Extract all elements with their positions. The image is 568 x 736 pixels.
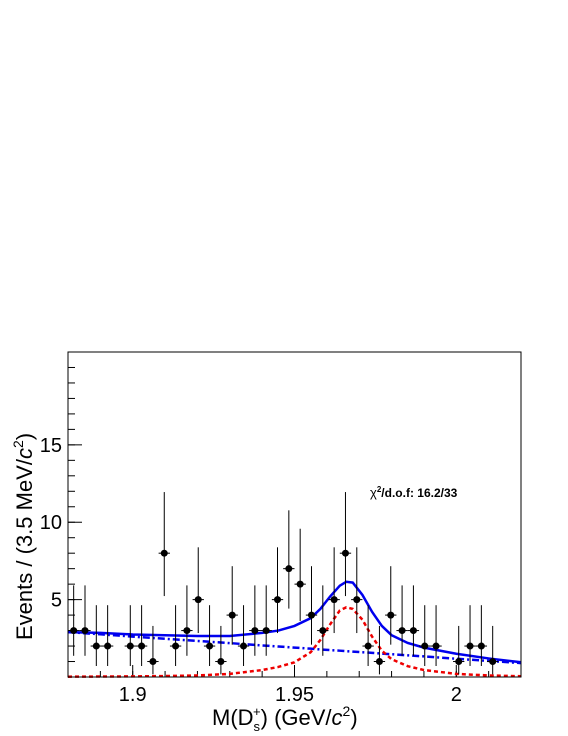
data-point [455,658,463,666]
data-point [138,642,146,650]
data-point [409,627,417,635]
fit-quality-part: χ [370,485,377,500]
data-point [477,642,485,650]
data-point [160,549,168,557]
data-point [126,642,134,650]
data-point [172,642,180,650]
data-point [81,627,89,635]
y-axis-label-part: 2 [10,440,26,448]
y-tick-label: 15 [40,435,62,457]
fit-curve [67,580,522,664]
data-point [319,627,327,635]
data-point [489,658,497,666]
data-point [274,596,282,604]
data-point [251,627,259,635]
x-axis-label-part: + [253,704,261,719]
fit-quality-part: 2 [377,485,382,494]
data-point [70,627,78,635]
fit-quality: χ2/d.o.f: 16.2/33 [370,485,458,500]
data-point [104,642,112,650]
data-point [217,658,225,666]
data-point [92,642,100,650]
x-axis-label-part: 2 [343,703,351,719]
fit-quality-part: /d.o.f: 16.2/33 [381,486,457,500]
data-point [240,642,248,650]
x-tick-label: 2 [451,684,462,706]
data-point [149,658,157,666]
data-point [296,580,304,588]
x-axis-label-part: M(D [212,705,254,730]
data-point [421,642,429,650]
data-point [285,565,293,573]
data-point [307,611,315,619]
data-point [262,627,270,635]
x-axis-label-part: ) (GeV/ [261,705,333,730]
fit-curve [67,606,522,678]
y-axis-label: Events / (3.5 MeV/c2) [10,433,37,640]
x-tick-label: 1.9 [119,684,147,706]
data-point [387,611,395,619]
x-axis-label: M(Ds+) (GeV/c2) [212,703,358,734]
y-axis-label-part: c [12,448,37,459]
x-tick-label: 1.95 [275,684,314,706]
data-point [466,642,474,650]
x-axis-label-part: s [254,719,261,734]
fit-curve [67,630,522,665]
data-point [364,642,372,650]
y-tick-label: 5 [51,590,62,612]
y-tick-label: 10 [40,512,62,534]
data-point [194,596,202,604]
data-point [330,596,338,604]
data-point [341,549,349,557]
x-axis-label-part: ) [350,705,357,730]
data-point [432,642,440,650]
data-point [398,627,406,635]
x-axis-label-part: c [332,705,343,730]
data-point [375,658,383,666]
data-point [206,642,214,650]
y-axis-label-part: Events / (3.5 MeV/ [12,458,37,640]
plot-frame [67,351,522,678]
y-axis-label-part: ) [12,433,37,440]
data-point [183,627,191,635]
data-point [228,611,236,619]
data-point [353,596,361,604]
